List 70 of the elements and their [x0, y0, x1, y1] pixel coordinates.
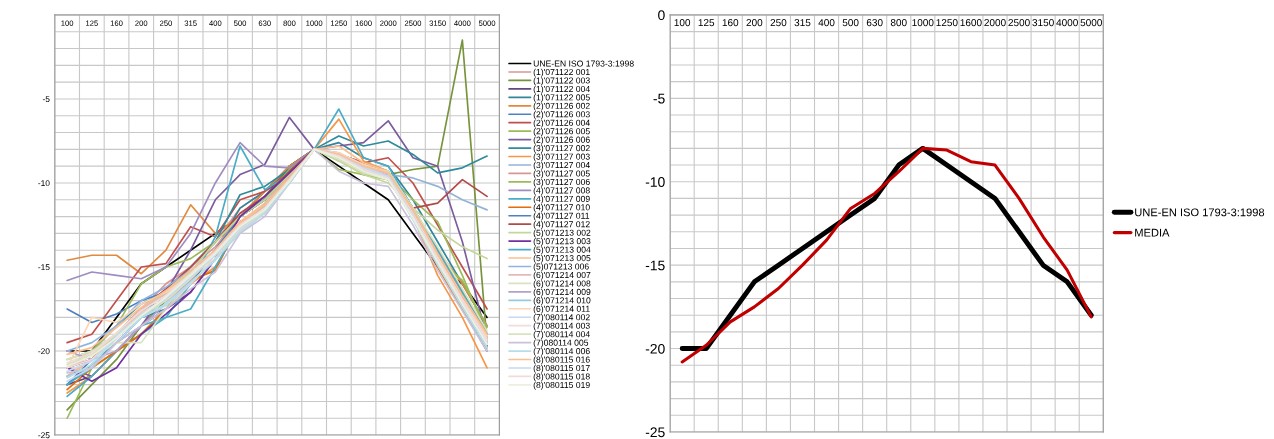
legend-label: (1)'071122 001: [533, 68, 590, 77]
y-tick-label: -20: [38, 348, 50, 355]
legend-label: (5)071213 006: [533, 263, 589, 272]
y-tick-label: -5: [653, 93, 665, 104]
x-tick-label: 2000: [984, 19, 1006, 27]
x-tick-label: 800: [890, 19, 907, 27]
x-tick-label: 2500: [1008, 19, 1030, 27]
x-tick-label: 1000: [912, 19, 934, 27]
y-tick-label: -25: [38, 432, 50, 439]
legend-label: (4)'071127 012: [533, 220, 590, 229]
y-tick-label: -15: [645, 260, 665, 271]
y-tick-label: -10: [645, 177, 665, 187]
legend-label: (5)'071213 005: [533, 254, 591, 263]
legend-label: (3)'071127 006: [533, 178, 590, 187]
legend-label: (5)'071213 003: [533, 237, 591, 246]
legend-label: (4)'071127 008: [533, 187, 590, 196]
legend-label: (4)'071127 010: [533, 204, 590, 213]
legend-label: (8)'080115 016: [533, 356, 590, 365]
legend-label: (6)'071214 011: [533, 305, 590, 314]
legend-label: (2)'071126 006: [533, 136, 590, 145]
legend-label: (2)'071126 004: [533, 119, 590, 128]
y-tick-label: -10: [38, 180, 50, 187]
legend-label: (7)'080114 003: [533, 322, 590, 331]
legend-label: (3)'071127 003: [533, 153, 590, 162]
y-tick-label: 0: [658, 10, 665, 21]
legend-label: (8)'080115 018: [533, 373, 590, 382]
legend-label: MEDIA: [1135, 228, 1170, 237]
legend-label: (6)'071214 010: [533, 297, 591, 306]
legend-label: (4)'071127 011: [533, 212, 590, 221]
legend-label: (4)'071127 009: [533, 195, 590, 204]
legend-label: (2)'071126 005: [533, 127, 590, 136]
legend-label: (5)'071213 004: [533, 246, 591, 255]
legend-label: (8)'080115 019: [533, 381, 590, 390]
legend-label: (7)080114 005: [533, 339, 589, 348]
legend-label: (7)'080114 004: [533, 330, 590, 339]
legend-label: (3)'071127 005: [533, 170, 590, 179]
legend-label: (7)'080114 002: [533, 314, 590, 323]
y-tick-label: -20: [645, 343, 665, 354]
legend-label: (6)'071214 007: [533, 271, 591, 280]
legend-label: (2)'071126 002: [533, 102, 590, 111]
legend-label: (1)'071122 004: [533, 85, 590, 94]
legend-label: (1)'071122 003: [533, 77, 590, 86]
legend-label: (3)'071127 004: [533, 161, 590, 170]
x-tick-label: 500: [842, 19, 859, 27]
legend-label: (3)'071127 002: [533, 144, 590, 153]
x-tick-label: 3150: [1032, 19, 1054, 27]
legend-label: (8)'080115 017: [533, 364, 590, 373]
y-tick-label: -15: [38, 264, 50, 271]
x-tick-label: 4000: [1056, 19, 1078, 27]
legend-label: (6)'071214 009: [533, 288, 591, 297]
x-tick-label: 125: [698, 19, 715, 27]
legend-label: (6)'071214 008: [533, 280, 591, 289]
x-tick-label: 630: [866, 19, 883, 27]
x-tick-label: 400: [818, 19, 835, 27]
x-tick-label: 200: [746, 19, 763, 27]
x-tick-label: 315: [794, 19, 811, 27]
x-tick-label: 1250: [936, 19, 958, 27]
x-tick-label: 250: [770, 19, 787, 27]
x-tick-label: 5000: [1080, 19, 1102, 27]
legend-label: UNE-EN ISO 1793-3:1998: [1135, 208, 1265, 217]
legend-label: (1)'071122 005: [533, 94, 590, 103]
y-tick-label: -25: [645, 427, 665, 438]
legend-label: (2)'071126 003: [533, 111, 590, 120]
x-tick-label: 1600: [960, 19, 982, 27]
x-tick-label: 100: [674, 19, 691, 27]
legend-label: UNE-EN ISO 1793-3:1998: [533, 60, 634, 67]
y-tick-label: -5: [42, 96, 50, 103]
legend-label: (7)'080114 006: [533, 347, 590, 356]
x-tick-label: 160: [722, 19, 739, 27]
legend-label: (5)'071213 002: [533, 229, 591, 238]
